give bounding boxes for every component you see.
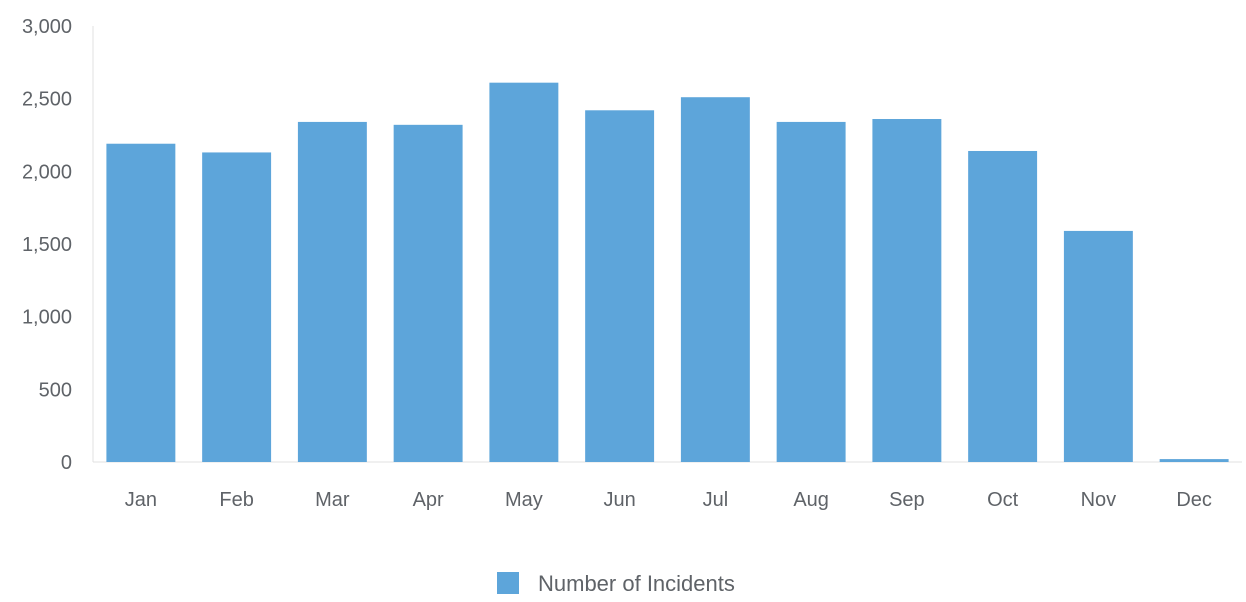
- bar-oct: [968, 150, 1038, 462]
- y-tick-label: 2,000: [22, 161, 72, 183]
- legend: Number of Incidents: [497, 571, 735, 596]
- bar-jan: [106, 143, 176, 462]
- y-tick-label: 1,000: [22, 307, 72, 329]
- bar-aug: [776, 121, 846, 463]
- bar-nov: [1063, 230, 1133, 462]
- bar-mar: [297, 121, 367, 463]
- x-tick-label: Oct: [987, 489, 1019, 511]
- bar-jul: [680, 97, 750, 463]
- bars-group: [106, 82, 1229, 463]
- x-tick-label: Mar: [315, 489, 350, 511]
- legend-label: Number of Incidents: [538, 571, 735, 596]
- x-tick-label: Jul: [703, 489, 729, 511]
- x-tick-label: Dec: [1176, 489, 1212, 511]
- x-tick-label: May: [505, 489, 543, 511]
- bar-may: [489, 82, 559, 463]
- y-tick-label: 2,500: [22, 89, 72, 111]
- x-tick-label: Feb: [219, 489, 253, 511]
- bar-sep: [872, 119, 942, 462]
- y-tick-label: 3,000: [22, 16, 72, 38]
- x-tick-label: Nov: [1081, 489, 1117, 511]
- y-axis-ticks: 0 500 1,000 1,500 2,000 2,500 3,000: [22, 16, 72, 474]
- x-tick-label: Jun: [604, 489, 636, 511]
- legend-swatch: [497, 572, 519, 594]
- y-tick-label: 0: [61, 452, 72, 474]
- x-tick-label: Jan: [125, 489, 157, 511]
- x-tick-label: Sep: [889, 489, 925, 511]
- x-tick-label: Aug: [793, 489, 829, 511]
- bar-jun: [585, 110, 655, 462]
- y-tick-label: 1,500: [22, 234, 72, 256]
- bar-apr: [393, 124, 463, 463]
- bar-dec: [1159, 459, 1229, 462]
- bar-feb: [202, 152, 272, 462]
- x-tick-label: Apr: [413, 489, 444, 511]
- y-tick-label: 500: [39, 379, 72, 401]
- x-axis-ticks: Jan Feb Mar Apr May Jun Jul Aug Sep Oct Nov Dec: [125, 489, 1212, 511]
